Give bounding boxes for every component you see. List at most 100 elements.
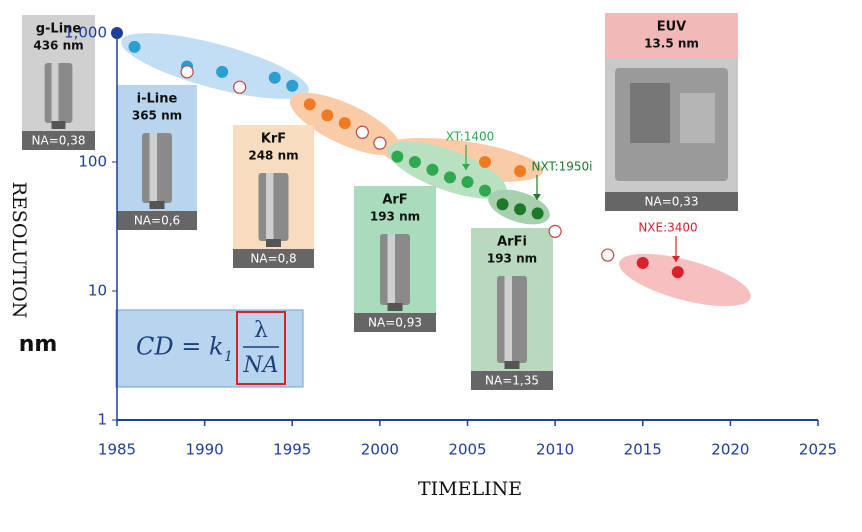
lens-tip bbox=[504, 361, 520, 369]
panel-na: NA=1,35 bbox=[485, 374, 539, 388]
panel-title: g-Line bbox=[36, 22, 82, 37]
annotation: XT:1400 bbox=[446, 130, 495, 144]
formula-box: CD = k 1 λ NA bbox=[115, 309, 304, 388]
panel-title: ArFi bbox=[497, 235, 527, 250]
data-point bbox=[426, 163, 439, 176]
annotation: NXE:3400 bbox=[638, 221, 697, 235]
y-tick-label: 1 bbox=[97, 411, 107, 429]
data-point bbox=[496, 198, 509, 211]
panel-na: NA=0,6 bbox=[134, 214, 180, 228]
data-point bbox=[531, 207, 544, 220]
machine-detail bbox=[630, 83, 670, 143]
x-tick-label: 2015 bbox=[624, 441, 662, 459]
data-point bbox=[391, 150, 404, 163]
data-point bbox=[373, 136, 387, 150]
panel-title: KrF bbox=[261, 132, 286, 147]
data-point bbox=[408, 156, 421, 168]
panel-na-bar bbox=[233, 249, 314, 268]
panel-na-bar bbox=[471, 371, 553, 390]
lens-highlight bbox=[387, 234, 395, 305]
panel-wavelength: 436 nm bbox=[33, 39, 83, 53]
data-point bbox=[514, 165, 527, 178]
data-point bbox=[128, 40, 141, 53]
panel-title: i-Line bbox=[137, 92, 178, 107]
panel-wavelength: 193 nm bbox=[487, 252, 537, 266]
lens-tip bbox=[51, 121, 66, 129]
data-point bbox=[636, 256, 649, 269]
lens-tip bbox=[387, 303, 403, 311]
data-point bbox=[514, 203, 527, 216]
lens-highlight bbox=[51, 63, 59, 123]
formula-background bbox=[115, 309, 304, 388]
data-point bbox=[601, 248, 615, 262]
data-point bbox=[479, 184, 492, 197]
formula-lhs: CD = k bbox=[136, 333, 224, 361]
x-tick-label: 2010 bbox=[536, 441, 574, 459]
marks bbox=[111, 27, 684, 279]
panel-wavelength: 193 nm bbox=[370, 210, 420, 224]
panel-na-bar bbox=[117, 211, 197, 230]
data-point bbox=[180, 65, 194, 79]
annotation-arrowhead bbox=[533, 194, 541, 200]
x-tick-label: 2020 bbox=[711, 441, 749, 459]
data-point bbox=[321, 109, 334, 122]
annotations: XT:1400 NXT:1950i NXE:3400 bbox=[446, 130, 698, 262]
lens-highlight bbox=[504, 276, 512, 363]
x-tick-label: 1990 bbox=[186, 441, 224, 459]
panel-wavelength: 365 nm bbox=[132, 109, 182, 123]
machine-detail bbox=[680, 93, 715, 143]
panel-title: ArF bbox=[382, 193, 407, 208]
panel-na-bar bbox=[22, 131, 95, 150]
lens-highlight bbox=[149, 133, 157, 203]
panel-na-bar bbox=[354, 313, 436, 332]
ellipse bbox=[619, 253, 751, 307]
x-tick-label: 1995 bbox=[273, 441, 311, 459]
data-point bbox=[216, 65, 229, 78]
data-point bbox=[671, 266, 684, 279]
data-point bbox=[286, 79, 299, 92]
lens-tip bbox=[266, 239, 281, 247]
annotation-arrowhead bbox=[462, 164, 470, 170]
panel-na: NA=0,8 bbox=[250, 252, 296, 266]
annotation: NXT:1950i bbox=[532, 160, 593, 174]
y-tick-label: 10 bbox=[88, 282, 107, 300]
data-point bbox=[548, 224, 562, 238]
panel-na-bar bbox=[605, 192, 738, 211]
ticks: 1985 1990 1995 2000 2005 2010 2015 2020 2025 1,00… bbox=[64, 24, 837, 459]
x-tick-label: 2025 bbox=[799, 441, 837, 459]
formula-numerator: λ bbox=[254, 318, 268, 343]
data-point bbox=[268, 71, 281, 84]
panel-header bbox=[605, 13, 738, 58]
formula-denominator: NA bbox=[242, 353, 278, 378]
panel-title: EUV bbox=[657, 20, 687, 35]
data-point bbox=[233, 80, 247, 94]
panels: g-Line 436 nm NA=0,38 i-Line 365 nm NA=0,6 KrF… bbox=[22, 13, 738, 390]
panel-na: NA=0,38 bbox=[32, 134, 86, 148]
data-point bbox=[461, 175, 474, 188]
data-point bbox=[479, 156, 492, 168]
panel-na: NA=0,33 bbox=[645, 195, 699, 209]
panel-na: NA=0,93 bbox=[368, 316, 422, 330]
y-axis-unit: nm bbox=[19, 332, 58, 357]
x-tick-label: 2000 bbox=[361, 441, 399, 459]
ellipse bbox=[121, 33, 309, 99]
ellipse bbox=[387, 141, 507, 199]
y-tick-label: 1,000 bbox=[64, 24, 107, 42]
x-axis-label: TIMELINE bbox=[418, 478, 522, 500]
x-tick-label: 1985 bbox=[98, 441, 136, 459]
panel-wavelength: 248 nm bbox=[248, 149, 298, 163]
data-point bbox=[303, 98, 316, 111]
data-point bbox=[443, 171, 456, 184]
lens-tip bbox=[149, 201, 165, 209]
x-tick-label: 2005 bbox=[448, 441, 486, 459]
annotation-arrowhead bbox=[672, 256, 680, 262]
data-point bbox=[338, 117, 351, 130]
data-point bbox=[355, 125, 369, 139]
y-axis-label: RESOLUTION bbox=[8, 182, 30, 319]
y-tick-label: 100 bbox=[78, 153, 107, 171]
formula-highlight bbox=[236, 311, 286, 385]
data-point bbox=[111, 27, 123, 39]
panel-wavelength: 13.5 nm bbox=[644, 37, 699, 51]
lens-highlight bbox=[266, 173, 274, 241]
